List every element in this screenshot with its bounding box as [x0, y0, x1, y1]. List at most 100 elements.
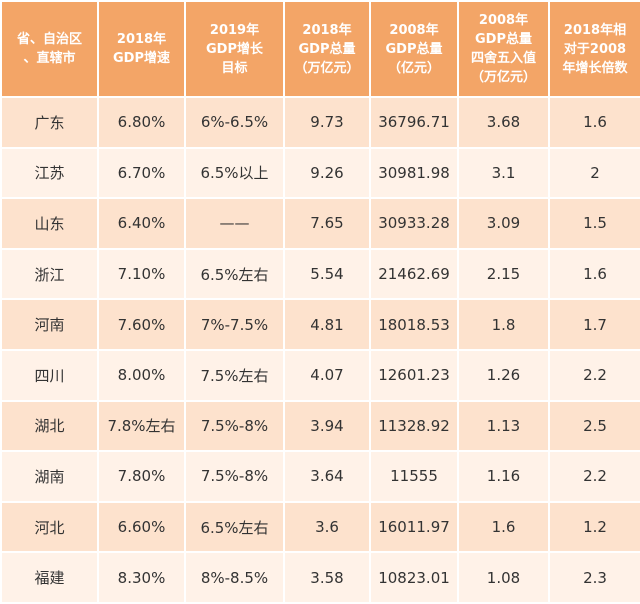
header-text: 省、自治区	[16, 32, 82, 47]
table-cell: 7.5%-8%	[184, 399, 285, 453]
table-cell: 河南	[0, 298, 99, 351]
table-cell: 1.7	[548, 298, 640, 351]
table-cell: 7%-7.5%	[184, 298, 285, 351]
table-cell: 2.2	[548, 348, 640, 402]
table-cell: 30981.98	[369, 146, 459, 200]
table-cell: 7.5%左右	[184, 348, 285, 402]
header-text: 2018年相	[563, 22, 627, 38]
table-cell: 8.30%	[97, 551, 186, 604]
table-cell: 30933.28	[369, 197, 459, 250]
table-cell: 3.68	[457, 96, 550, 149]
header-text: （万亿元）	[470, 70, 536, 85]
header-text: 2018年	[302, 22, 352, 38]
table-cell: 浙江	[0, 247, 99, 301]
table-cell: 36796.71	[369, 96, 459, 149]
table-cell: 2.2	[548, 450, 640, 503]
table-row: 广东 6.80% 6%-6.5% 9.73 36796.71 3.68 1.6	[0, 96, 640, 149]
table-cell: 1.8	[457, 298, 550, 351]
header-text: 对于2008	[563, 41, 627, 57]
table-cell: 6.40%	[97, 197, 186, 250]
table-cell: 2.15	[457, 247, 550, 301]
header-text: GDP总量	[298, 41, 356, 57]
header-text: GDP增速	[113, 51, 170, 66]
table-cell: 2	[548, 146, 640, 200]
table-row: 福建 8.30% 8%-8.5% 3.58 10823.01 1.08 2.3	[0, 551, 640, 604]
header-text: 2008年	[478, 13, 529, 28]
table-cell: 1.26	[457, 348, 550, 402]
table-cell: 3.1	[457, 146, 550, 200]
table-cell: 7.5%-8%	[184, 450, 285, 503]
header-text: （亿元）	[387, 60, 440, 76]
table-cell: 1.5	[548, 197, 640, 250]
header-cell: 省、自治区 、直辖市	[0, 0, 99, 98]
header-cell: 2008年 GDP总量 （亿元）	[369, 0, 459, 98]
table-cell: 1.16	[457, 450, 550, 503]
table-cell: 8%-8.5%	[184, 551, 285, 604]
table-cell: 1.6	[548, 96, 640, 149]
table-cell: 9.73	[283, 96, 371, 149]
table-cell: 湖北	[0, 399, 99, 453]
table-cell: 10823.01	[369, 551, 459, 604]
table-cell: 1.2	[548, 500, 640, 554]
table-cell: 4.07	[283, 348, 371, 402]
header-text: （万亿元）	[294, 60, 360, 76]
table-cell: 1.6	[457, 500, 550, 554]
table-row: 河南 7.60% 7%-7.5% 4.81 18018.53 1.8 1.7	[0, 298, 640, 351]
table-cell: 4.81	[283, 298, 371, 351]
table-cell: 四川	[0, 348, 99, 402]
table-cell: 18018.53	[369, 298, 459, 351]
header-cell: 2018年 GDP总量 （万亿元）	[283, 0, 371, 98]
table-row: 四川 8.00% 7.5%左右 4.07 12601.23 1.26 2.2	[0, 348, 640, 402]
table-cell: ——	[184, 197, 285, 250]
table-cell: 6.5%以上	[184, 146, 285, 200]
table-cell: 2.5	[548, 399, 640, 453]
table-row: 湖南 7.80% 7.5%-8% 3.64 11555 1.16 2.2	[0, 450, 640, 503]
table-cell: 21462.69	[369, 247, 459, 301]
table-cell: 7.8%左右	[97, 399, 186, 453]
table-cell: 1.08	[457, 551, 550, 604]
table-cell: 9.26	[283, 146, 371, 200]
header-cell: 2018年相 对于2008 年增长倍数	[548, 0, 640, 98]
header-text: 年增长倍数	[562, 60, 628, 76]
table-cell: 3.94	[283, 399, 371, 453]
header-text: 2018年	[116, 32, 167, 47]
table-cell: 7.80%	[97, 450, 186, 503]
table-cell: 6%-6.5%	[184, 96, 285, 149]
table-cell: 11555	[369, 450, 459, 503]
header-text: GDP增长	[206, 41, 263, 57]
header-text: GDP总量	[475, 32, 532, 47]
table-cell: 河北	[0, 500, 99, 554]
table-cell: 1.6	[548, 247, 640, 301]
table-cell: 6.60%	[97, 500, 186, 554]
table-cell: 7.60%	[97, 298, 186, 351]
table-cell: 福建	[0, 551, 99, 604]
table-cell: 7.65	[283, 197, 371, 250]
table-cell: 7.10%	[97, 247, 186, 301]
header-cell: 2018年 GDP增速	[97, 0, 186, 98]
header-text: GDP总量	[385, 41, 443, 57]
table-cell: 3.6	[283, 500, 371, 554]
table-cell: 6.80%	[97, 96, 186, 149]
table-cell: 江苏	[0, 146, 99, 200]
table-row: 湖北 7.8%左右 7.5%-8% 3.94 11328.92 1.13 2.5	[0, 399, 640, 453]
table-cell: 广东	[0, 96, 99, 149]
header-text: 四舍五入值	[470, 51, 536, 66]
table-cell: 3.64	[283, 450, 371, 503]
table-cell: 8.00%	[97, 348, 186, 402]
table-cell: 5.54	[283, 247, 371, 301]
header-cell: 2019年 GDP增长 目标	[184, 0, 285, 98]
header-cell: 2008年 GDP总量四舍五入值 （万亿元）	[457, 0, 550, 98]
table-cell: 12601.23	[369, 348, 459, 402]
table-row: 河北 6.60% 6.5%左右 3.6 16011.97 1.6 1.2	[0, 500, 640, 554]
table-body: 广东 6.80% 6%-6.5% 9.73 36796.71 3.68 1.6 江苏 6.70%…	[0, 96, 640, 604]
table-cell: 3.58	[283, 551, 371, 604]
table-row: 山东 6.40% —— 7.65 30933.28 3.09 1.5	[0, 197, 640, 250]
table-cell: 11328.92	[369, 399, 459, 453]
table-row: 江苏 6.70% 6.5%以上 9.26 30981.98 3.1 2	[0, 146, 640, 200]
table-cell: 湖南	[0, 450, 99, 503]
table-cell: 6.5%左右	[184, 500, 285, 554]
table-cell: 3.09	[457, 197, 550, 250]
header-text: 目标	[221, 60, 248, 76]
table-cell: 2.3	[548, 551, 640, 604]
